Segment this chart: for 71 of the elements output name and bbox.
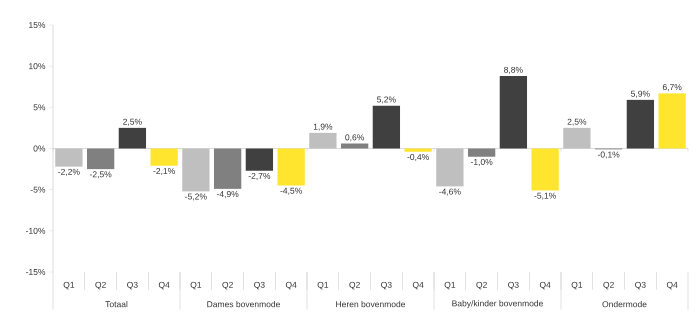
data-label: -0,4% — [407, 154, 429, 162]
bar — [55, 148, 83, 167]
data-label: 2,5% — [123, 118, 142, 126]
bar — [182, 148, 210, 192]
y-tick-label: -15% — [26, 269, 46, 275]
data-label: -2,2% — [58, 168, 80, 176]
x-tick-label: Q4 — [158, 282, 170, 290]
bar — [340, 144, 368, 148]
bar — [118, 128, 146, 148]
data-label: 6,7% — [662, 84, 682, 92]
data-label: -2,7% — [248, 172, 270, 180]
bar — [246, 148, 274, 171]
y-tick-label: 15% — [29, 22, 46, 28]
data-label: -2,1% — [153, 168, 175, 176]
data-label: 2,5% — [568, 118, 586, 126]
data-label: -5,2% — [185, 194, 207, 201]
bar — [468, 148, 496, 157]
data-label: -4,6% — [439, 188, 461, 196]
x-tick-label: Q2 — [222, 282, 233, 290]
text: Baby/kinder bovenmode — [452, 300, 543, 308]
data-label: -2,5% — [90, 171, 112, 178]
x-tick-label: Q3 — [508, 282, 519, 290]
y-tick-label: 10% — [29, 63, 46, 70]
x-tick-label: Q2 — [603, 282, 614, 290]
text: Ondermode — [602, 300, 647, 308]
data-label: 0,6% — [345, 134, 364, 142]
x-tick-label: Q1 — [572, 282, 582, 290]
bar — [658, 93, 686, 148]
x-tick-label: Q4 — [286, 282, 297, 290]
y-tick-label: 0% — [34, 146, 46, 152]
data-label: -5,1% — [534, 192, 556, 200]
bar — [404, 148, 432, 152]
x-tick-label: Q1 — [318, 282, 328, 290]
bar — [309, 132, 337, 148]
data-label: -4,9% — [216, 191, 238, 198]
x-tick-label: Q2 — [476, 282, 487, 290]
bar — [531, 148, 559, 190]
bar — [150, 148, 178, 166]
data-label: 5,2% — [377, 96, 396, 104]
x-tick-label: Q3 — [635, 282, 646, 290]
x-tick-label: Q3 — [254, 282, 265, 290]
data-label: -1,0% — [470, 158, 492, 166]
x-tick-label: Q4 — [666, 282, 678, 290]
x-tick-label: Q3 — [381, 282, 392, 290]
x-tick-label: Q4 — [412, 282, 424, 290]
data-label: 8,8% — [504, 66, 523, 74]
x-tick-label: Q1 — [190, 282, 202, 290]
bar — [214, 148, 242, 189]
bar — [563, 128, 591, 148]
data-label: 1,9% — [314, 124, 332, 131]
x-tick-label: Q1 — [64, 282, 74, 290]
bar — [372, 106, 400, 148]
y-tick-label: -10% — [26, 228, 46, 234]
text: Heren bovenmode — [336, 300, 406, 308]
text: Totaal — [105, 300, 128, 308]
bar — [626, 100, 654, 148]
bar — [86, 148, 114, 170]
bar — [500, 76, 528, 148]
x-tick-label: Q2 — [349, 282, 360, 290]
bar — [436, 148, 464, 186]
y-tick-label: 5% — [34, 104, 46, 110]
data-label: 5,9% — [631, 90, 650, 98]
x-tick-label: Q2 — [95, 282, 106, 290]
text: Dames bovenmode — [207, 300, 280, 308]
x-tick-label: Q1 — [444, 282, 456, 290]
data-label: -0,1% — [598, 152, 620, 159]
y-tick-label: -5% — [30, 186, 46, 193]
bar — [277, 148, 305, 186]
x-tick-label: Q4 — [540, 282, 551, 290]
x-tick-label: Q3 — [127, 282, 138, 290]
data-label: -4,5% — [280, 188, 302, 195]
